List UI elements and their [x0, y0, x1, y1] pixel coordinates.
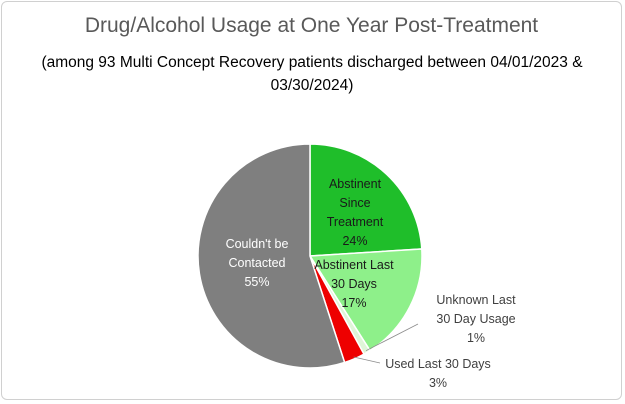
pie-slice-abstinent-since-treatment [309, 143, 423, 257]
data-label-unknown-last-30-day-usage: Unknown Last 30 Day Usage 1% [436, 293, 516, 345]
chart-subtitle: (among 93 Multi Concept Recovery patient… [41, 54, 583, 94]
data-label-abstinent-last-30-days: Abstinent Last 30 Days 17% [314, 258, 394, 310]
data-label-abstinent-since-treatment: Abstinent Since Treatment 24% [327, 177, 384, 248]
pie-slice-couldn-t-be-contacted [197, 143, 346, 369]
chart-title: Drug/Alcohol Usage at One Year Post-Trea… [84, 14, 539, 37]
pie-slice-abstinent-last-30-days [308, 248, 423, 352]
leader-line-used-last-30-days [353, 356, 381, 364]
leader-line-unknown-last-30-day-usage [365, 323, 419, 352]
data-label-used-last-30-days: Used Last 30 Days 3% [385, 357, 491, 390]
data-label-couldn-t-be-contacted: Couldn't be Contacted 55% [226, 237, 289, 289]
